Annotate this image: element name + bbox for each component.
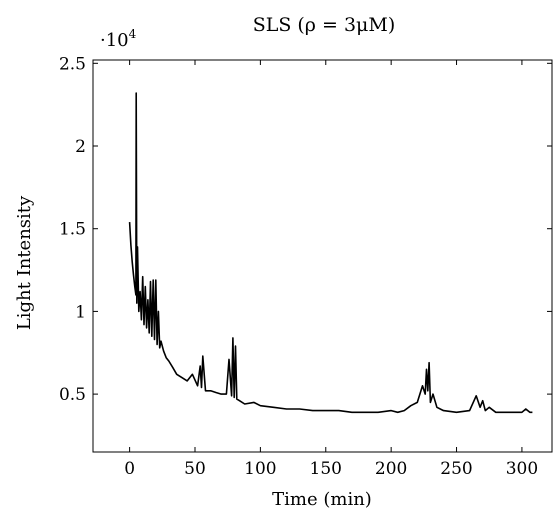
x-tick-label: 100 bbox=[244, 459, 276, 479]
y-ticks: 0.5 1 1.5 2 2.5 bbox=[59, 54, 552, 405]
y-tick-label: 1 bbox=[75, 302, 86, 322]
y-tick-label: 1.5 bbox=[59, 220, 86, 240]
series-layer bbox=[128, 92, 533, 414]
x-tick-label: 50 bbox=[184, 459, 206, 479]
x-tick-label: 300 bbox=[506, 459, 538, 479]
x-tick-label: 0 bbox=[124, 459, 135, 479]
y-multiplier-exponent: 4 bbox=[129, 27, 137, 41]
x-tick-label: 200 bbox=[375, 459, 407, 479]
x-tick-label: 250 bbox=[440, 459, 472, 479]
x-ticks: 0 50 100 150 200 250 300 bbox=[124, 60, 538, 479]
plot-frame bbox=[92, 59, 553, 453]
y-tick-label: 0.5 bbox=[59, 385, 86, 405]
x-axis-label: Time (min) bbox=[272, 489, 372, 510]
data-series-line bbox=[128, 92, 533, 414]
x-tick-label: 150 bbox=[310, 459, 342, 479]
y-multiplier: ·104 bbox=[100, 27, 137, 51]
y-tick-label: 2.5 bbox=[59, 54, 86, 74]
y-tick-label: 2 bbox=[75, 137, 86, 157]
y-multiplier-base: ·10 bbox=[100, 30, 129, 51]
y-axis-label: Light Intensity bbox=[14, 195, 35, 330]
chart-title: SLS (ρ = 3μM) bbox=[253, 14, 396, 36]
